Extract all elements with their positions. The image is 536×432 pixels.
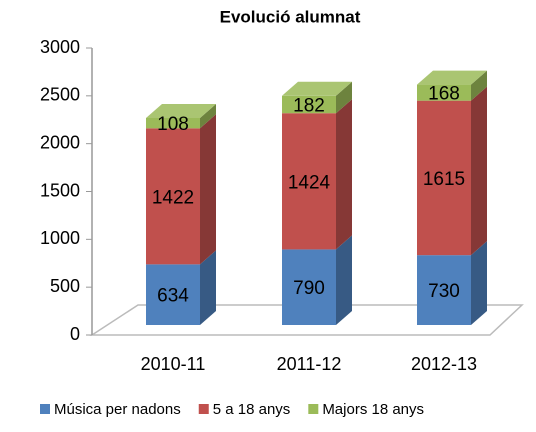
bar-front xyxy=(417,100,471,256)
bar-segment xyxy=(282,81,352,114)
value-label: 182 xyxy=(293,96,325,117)
bar-segment xyxy=(282,235,352,325)
x-tick-label: 2012-13 xyxy=(411,354,477,374)
y-tick-label: 3000 xyxy=(40,37,80,57)
bar-side xyxy=(471,241,487,325)
legend-label: Música per nadons xyxy=(54,401,181,418)
bar-side xyxy=(200,250,216,325)
value-label: 1422 xyxy=(152,187,194,208)
bar-side xyxy=(336,235,352,325)
legend-swatch xyxy=(308,404,319,414)
bar-segment xyxy=(146,250,216,325)
bar-front xyxy=(417,255,471,325)
bar-segment xyxy=(146,114,216,265)
bar-side xyxy=(200,114,216,265)
x-tick-label: 2011-12 xyxy=(277,354,342,374)
bar-front xyxy=(282,95,336,114)
bar-top xyxy=(282,81,352,96)
value-label: 634 xyxy=(157,286,189,307)
bar-front xyxy=(146,264,200,325)
bar-segment xyxy=(417,241,487,325)
value-label: 790 xyxy=(293,278,325,299)
bar-side xyxy=(200,103,216,129)
floor xyxy=(89,304,524,336)
legend-swatch xyxy=(40,404,50,414)
bar-segment xyxy=(146,103,216,129)
x-tick-label: 2010-11 xyxy=(141,354,206,374)
value-label: 1615 xyxy=(423,169,465,190)
y-tick-label: 1500 xyxy=(40,180,80,200)
bar-front xyxy=(146,117,200,129)
bar-top xyxy=(146,103,216,118)
chart-title: Evolució alumnat xyxy=(220,7,361,26)
y-tick-label: 500 xyxy=(50,276,80,296)
bar-front xyxy=(146,128,200,265)
bar-segment xyxy=(282,99,352,250)
bar-segment xyxy=(417,70,487,101)
y-tick-label: 0 xyxy=(70,324,80,344)
y-tick-label: 1000 xyxy=(40,228,80,248)
bar-top xyxy=(417,70,487,85)
bar-side xyxy=(336,81,352,114)
bar-side xyxy=(336,99,352,250)
bar-front xyxy=(282,249,336,325)
y-tick-label: 2000 xyxy=(40,132,80,152)
bar-front xyxy=(417,84,471,101)
bar-side xyxy=(471,86,487,256)
value-label: 168 xyxy=(428,84,460,105)
bar-segment xyxy=(417,86,487,256)
legend-label: Majors 18 anys xyxy=(322,401,424,418)
bar-front xyxy=(282,113,336,250)
value-label: 730 xyxy=(428,281,460,302)
value-label: 108 xyxy=(157,114,189,135)
legend-swatch xyxy=(198,404,209,414)
legend-label: 5 a 18 anys xyxy=(213,401,291,418)
value-label: 1424 xyxy=(288,172,331,193)
y-tick-label: 2500 xyxy=(40,85,80,105)
bar-side xyxy=(471,70,487,101)
